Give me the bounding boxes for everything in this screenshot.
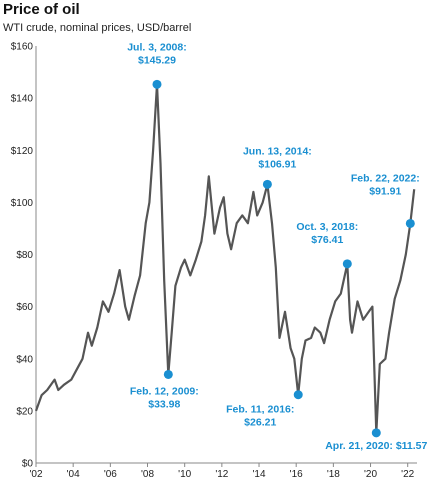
y-tick-label: $160 (11, 42, 34, 53)
y-tick-label: $0 (22, 459, 34, 470)
annotation-value: $33.98 (148, 398, 180, 410)
chart-title: Price of oil (3, 1, 80, 18)
annotation-point (152, 79, 162, 89)
y-tick-label: $80 (16, 250, 33, 261)
annotation-date: Oct. 3, 2018: (296, 221, 358, 233)
x-tick-label: '18 (327, 469, 340, 480)
annotation-point (293, 390, 303, 400)
annotation-point (262, 179, 272, 189)
x-tick-label: '20 (364, 469, 377, 480)
annotation-point (405, 218, 415, 228)
x-tick-label: '16 (290, 469, 303, 480)
x-tick-label: '22 (401, 469, 414, 480)
x-tick-label: '06 (104, 469, 117, 480)
x-tick-label: '02 (29, 469, 42, 480)
plot-area (34, 83, 416, 434)
x-tick-label: '10 (178, 469, 191, 480)
annotations: Jul. 3, 2008:$145.29 Feb. 12, 2009:$33.98… (127, 41, 427, 452)
chart-subtitle: WTI crude, nominal prices, USD/barrel (3, 22, 192, 34)
series-line-wti (34, 83, 416, 434)
annotation-value: $106.91 (258, 158, 296, 170)
annotation-label: Apr. 21, 2020: $11.57 (325, 440, 427, 452)
y-tick-label: $100 (11, 198, 34, 209)
chart-axes: $0 $20 $40 $60 $80 $100 $120 $140 $160 '02 '04 '06 '… (11, 42, 417, 480)
annotation-value: $76.41 (311, 234, 343, 246)
annotation-value: $91.91 (369, 185, 401, 197)
x-tick-label: '12 (215, 469, 228, 480)
y-tick-label: $140 (11, 94, 34, 105)
annotation-date: Jul. 3, 2008: (127, 41, 187, 53)
x-tick-label: '08 (141, 469, 154, 480)
y-tick-label: $120 (11, 146, 34, 157)
annotation-value: $26.21 (244, 417, 276, 429)
annotation-date: Feb. 22, 2022: (351, 172, 420, 184)
annotation-date: Feb. 11, 2016: (226, 404, 294, 416)
y-tick-label: $20 (16, 406, 33, 417)
y-tick-label: $60 (16, 302, 33, 313)
y-tick-label: $40 (16, 354, 33, 365)
annotation-point (371, 428, 381, 438)
annotation-date: Feb. 12, 2009: (130, 385, 199, 397)
annotation-point (163, 369, 173, 379)
annotation-date: Jun. 13, 2014: (243, 145, 312, 157)
annotation-value: $145.29 (138, 54, 176, 66)
x-tick-label: '14 (253, 469, 266, 480)
x-tick-label: '04 (67, 469, 80, 480)
annotation-point (342, 259, 352, 269)
